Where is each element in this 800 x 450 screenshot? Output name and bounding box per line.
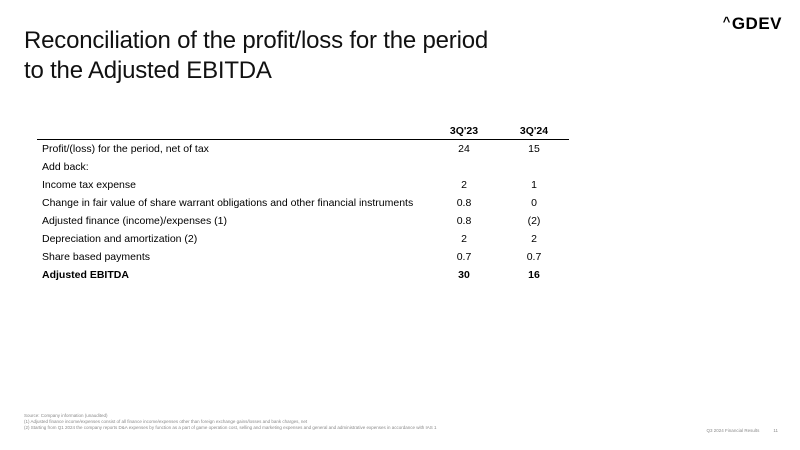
row-value: 16 (528, 269, 540, 281)
row-label: Adjusted finance (income)/expenses (1) (42, 215, 228, 227)
logo-arrow-icon: ^ (722, 13, 731, 29)
row-value: 24 (458, 143, 470, 155)
row-label: Adjusted EBITDA (42, 269, 129, 281)
table-row: Profit/(loss) for the period, net of tax… (37, 140, 569, 159)
row-value: (2) (527, 215, 541, 227)
row-value: 0.8 (456, 215, 472, 227)
table-header-row: 3Q'23 3Q'24 (37, 123, 569, 140)
table-row: Add back: (37, 158, 569, 176)
row-value: 0.7 (456, 251, 472, 263)
slide-footer: Q3 2024 Financial Results 11 (707, 428, 778, 433)
table-row: Income tax expense 2 1 (37, 176, 569, 194)
row-value: 15 (528, 143, 540, 155)
row-label: Add back: (42, 161, 89, 173)
table-header-spacer (37, 123, 429, 140)
row-value: 2 (461, 179, 467, 191)
table-row: Share based payments 0.7 0.7 (37, 248, 569, 266)
table-row-total: Adjusted EBITDA 30 16 (37, 266, 569, 284)
table-row: Change in fair value of share warrant ob… (37, 194, 569, 212)
column-header: 3Q'23 (429, 123, 499, 140)
title-line-2: to the Adjusted EBITDA (24, 57, 272, 84)
footnote-source: Source: Company information (unaudited) (24, 413, 108, 418)
table-row: Depreciation and amortization (2) 2 2 (37, 230, 569, 248)
page-title: Reconciliation of the profit/loss for th… (24, 26, 488, 86)
row-label: Depreciation and amortization (2) (42, 233, 198, 245)
footnote-1: (1) Adjusted finance income/expenses con… (24, 419, 308, 424)
report-name: Q3 2024 Financial Results (706, 428, 760, 433)
logo-text: GDEV (731, 14, 782, 33)
row-value: 2 (531, 233, 537, 245)
row-value: 0.7 (526, 251, 542, 263)
row-label: Profit/(loss) for the period, net of tax (42, 143, 209, 155)
row-label: Income tax expense (42, 179, 136, 191)
row-label: Share based payments (42, 251, 150, 263)
page-number: 11 (773, 428, 778, 433)
row-value: 2 (461, 233, 467, 245)
footnotes: Source: Company information (unaudited) … (24, 413, 436, 431)
row-value: 0.8 (456, 197, 472, 209)
table-row: Adjusted finance (income)/expenses (1) 0… (37, 212, 569, 230)
footnote-2: (2) Starting from Q1 2024 the company re… (24, 425, 437, 430)
row-value (499, 158, 569, 176)
row-value: 1 (531, 179, 537, 191)
title-line-1: Reconciliation of the profit/loss for th… (24, 27, 488, 54)
reconciliation-table: 3Q'23 3Q'24 Profit/(loss) for the period… (37, 123, 569, 284)
row-value: 0 (531, 197, 537, 209)
column-header: 3Q'24 (499, 123, 569, 140)
row-value (429, 158, 499, 176)
company-logo: ^ GDEV (723, 14, 782, 34)
row-value: 30 (458, 269, 470, 281)
row-label: Change in fair value of share warrant ob… (42, 197, 414, 209)
